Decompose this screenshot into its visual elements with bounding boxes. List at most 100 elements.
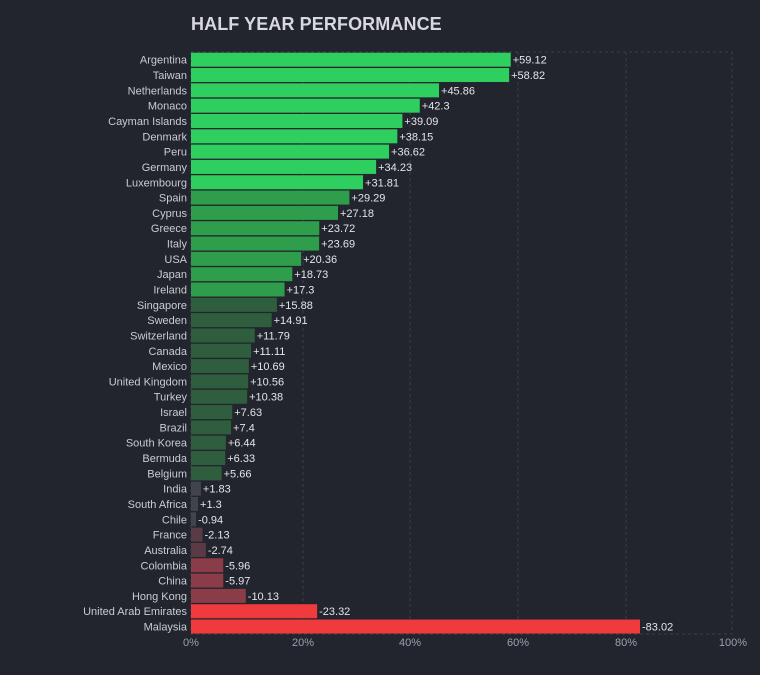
data-label: +15.88 [279, 300, 313, 312]
data-label: +17.3 [287, 285, 315, 297]
bar[interactable] [191, 159, 377, 174]
x-tick-label: 80% [615, 637, 637, 649]
bar[interactable] [191, 190, 350, 205]
category-label: Israel [160, 407, 187, 419]
data-label: -83.02 [642, 622, 673, 634]
data-label: +6.33 [227, 453, 255, 465]
data-label: +34.23 [378, 162, 412, 174]
x-tick-label: 40% [399, 637, 421, 649]
category-label: Colombia [141, 560, 188, 572]
category-label: China [158, 576, 188, 588]
category-label: Brazil [159, 422, 187, 434]
plot-frame [190, 51, 733, 635]
data-label: +10.69 [251, 361, 285, 373]
data-label: +11.11 [253, 346, 285, 358]
x-tick-label: 60% [507, 637, 529, 649]
bar[interactable] [191, 512, 197, 527]
category-label: Bermuda [142, 453, 188, 465]
bar[interactable] [191, 604, 318, 619]
bar[interactable] [191, 98, 420, 113]
bar[interactable] [191, 588, 246, 603]
category-label: Luxembourg [126, 177, 187, 189]
category-label: Ireland [153, 285, 187, 297]
data-label: +7.63 [234, 407, 262, 419]
data-label: -5.97 [225, 576, 250, 588]
category-label: France [153, 530, 187, 542]
data-label: +5.66 [224, 468, 252, 480]
data-label: +1.3 [200, 499, 222, 511]
category-label: USA [164, 254, 187, 266]
category-label: Monaco [148, 101, 187, 113]
data-label: +23.72 [321, 223, 355, 235]
data-label: +11.79 [257, 330, 290, 342]
data-label: +38.15 [399, 131, 433, 143]
data-label: +39.09 [404, 116, 438, 128]
category-label: United Arab Emirates [83, 606, 187, 618]
category-label: Netherlands [128, 85, 188, 97]
data-label: +23.69 [321, 239, 355, 251]
category-label: Cyprus [152, 208, 187, 220]
bar[interactable] [191, 83, 440, 98]
bar[interactable] [191, 542, 206, 557]
bar[interactable] [191, 313, 272, 328]
bar[interactable] [191, 205, 338, 220]
bar[interactable] [191, 466, 222, 481]
bar[interactable] [191, 420, 232, 435]
category-label: Cayman Islands [108, 116, 187, 128]
bar[interactable] [191, 481, 201, 496]
bar[interactable] [191, 496, 199, 511]
bar[interactable] [191, 221, 320, 236]
category-label: Spain [159, 193, 187, 205]
category-label: Denmark [142, 131, 187, 143]
bar[interactable] [191, 343, 252, 358]
bar[interactable] [191, 267, 293, 282]
data-label: +59.12 [513, 55, 547, 67]
bar[interactable] [191, 251, 302, 266]
data-label: +7.4 [233, 422, 255, 434]
bar[interactable] [191, 573, 224, 588]
data-label: -23.32 [319, 606, 350, 618]
category-label: Chile [162, 514, 187, 526]
category-label: Peru [164, 147, 187, 159]
bar[interactable] [191, 619, 640, 634]
bar[interactable] [191, 374, 249, 389]
category-label: Sweden [147, 315, 187, 327]
category-label: Italy [167, 239, 188, 251]
chart-title: HALF YEAR PERFORMANCE [191, 14, 442, 34]
data-label: +20.36 [303, 254, 337, 266]
bar[interactable] [191, 389, 248, 404]
data-label: +29.29 [351, 193, 385, 205]
data-label: +58.82 [511, 70, 545, 82]
category-label: Singapore [137, 300, 187, 312]
bar[interactable] [191, 527, 203, 542]
category-label: Mexico [152, 361, 187, 373]
bar[interactable] [191, 435, 226, 450]
category-label: Turkey [154, 392, 188, 404]
bar[interactable] [191, 359, 249, 374]
category-label: Hong Kong [132, 591, 187, 603]
bar[interactable] [191, 175, 364, 190]
data-label: +14.91 [274, 315, 308, 327]
bar[interactable] [191, 558, 224, 573]
bar[interactable] [191, 328, 255, 343]
data-label: -2.13 [205, 530, 230, 542]
category-label: South Africa [128, 499, 188, 511]
x-tick-label: 20% [292, 637, 314, 649]
bar[interactable] [191, 236, 320, 251]
bar[interactable] [191, 282, 285, 297]
category-label: South Korea [126, 438, 188, 450]
bar[interactable] [191, 144, 390, 159]
bar[interactable] [191, 113, 403, 128]
bar[interactable] [191, 52, 511, 67]
data-label: +10.38 [249, 392, 283, 404]
category-label: Taiwan [153, 70, 187, 82]
category-label: Australia [144, 545, 188, 557]
bar[interactable] [191, 451, 226, 466]
data-label: -2.74 [208, 545, 233, 557]
bar[interactable] [191, 68, 510, 83]
category-label: Malaysia [144, 622, 188, 634]
bar[interactable] [191, 405, 233, 420]
bar[interactable] [191, 129, 398, 144]
category-label: Canada [148, 346, 187, 358]
bar[interactable] [191, 297, 277, 312]
